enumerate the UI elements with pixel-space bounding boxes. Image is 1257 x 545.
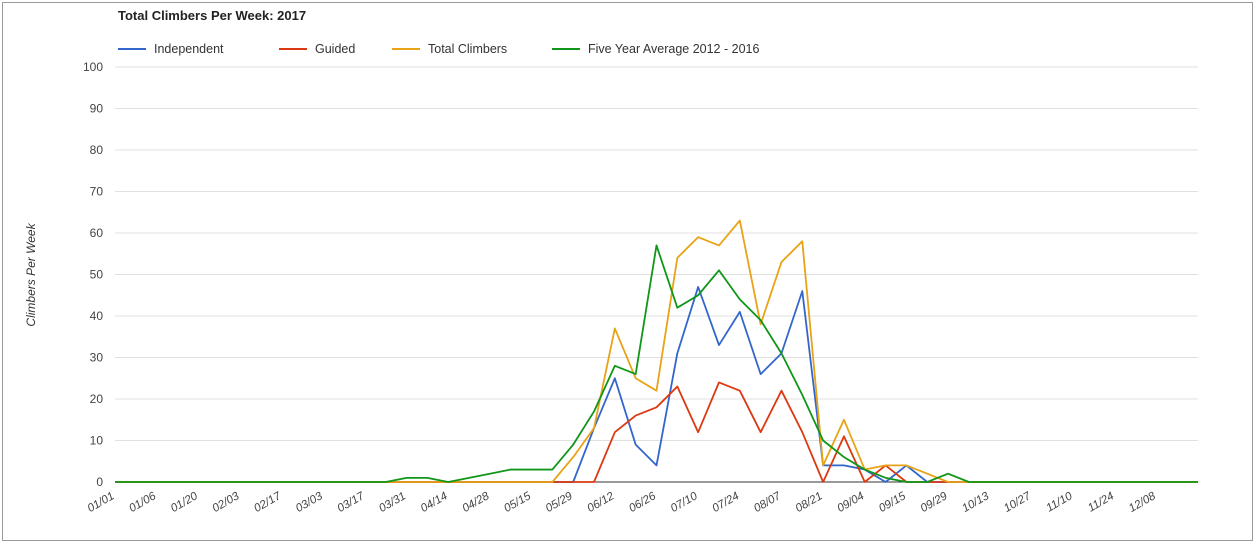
- x-tick-label: 12/08: [1127, 490, 1158, 515]
- x-tick-label: 03/03: [294, 490, 325, 515]
- x-tick-label: 01/01: [86, 490, 117, 515]
- y-axis-label: Climbers Per Week: [24, 222, 38, 326]
- x-tick-label: 06/12: [585, 490, 616, 515]
- series-line-1: [115, 381, 1198, 483]
- y-tick-label: 30: [90, 351, 104, 365]
- gridlines: [115, 66, 1198, 483]
- y-tick-label: 40: [90, 309, 104, 323]
- x-tick-label: 09/29: [919, 490, 950, 515]
- x-tick-label: 10/27: [1002, 490, 1033, 515]
- y-tick-label: 20: [90, 392, 104, 406]
- x-tick-label: 01/06: [127, 490, 158, 515]
- y-tick-label: 10: [90, 434, 104, 448]
- x-axis-ticks: 01/01 01/06 01/20 02/03 02/17 03/03 03/17 03/31…: [86, 490, 1159, 515]
- y-axis-ticks: 0 10 20 30 40 50 60 70 80 90 100: [83, 60, 103, 489]
- chart-title: Total Climbers Per Week: 2017: [118, 8, 306, 23]
- x-tick-label: 02/17: [252, 490, 283, 515]
- y-tick-label: 60: [90, 226, 104, 240]
- x-tick-label: 04/28: [460, 490, 491, 515]
- x-tick-label: 04/14: [419, 490, 450, 515]
- x-tick-label: 03/31: [377, 490, 408, 515]
- x-tick-label: 10/13: [960, 490, 991, 515]
- x-tick-label: 07/24: [710, 490, 741, 515]
- y-tick-label: 70: [90, 185, 104, 199]
- x-tick-label: 05/15: [502, 490, 533, 515]
- x-tick-label: 07/10: [669, 490, 700, 515]
- x-tick-label: 09/15: [877, 490, 908, 515]
- y-tick-label: 100: [83, 60, 103, 74]
- legend-label: Five Year Average 2012 - 2016: [588, 42, 759, 56]
- legend-label: Total Climbers: [428, 42, 507, 56]
- x-tick-label: 11/24: [1086, 490, 1116, 514]
- series-lines: [115, 219, 1198, 483]
- legend-label: Independent: [154, 42, 224, 56]
- y-tick-label: 80: [90, 143, 104, 157]
- x-tick-label: 03/17: [335, 490, 366, 515]
- y-tick-label: 0: [96, 475, 103, 489]
- x-tick-label: 09/04: [835, 490, 866, 515]
- x-tick-label: 06/26: [627, 490, 658, 515]
- legend-label: Guided: [315, 42, 355, 56]
- x-tick-label: 05/29: [544, 490, 575, 515]
- series-line-2: [115, 219, 1198, 483]
- y-tick-label: 90: [90, 102, 104, 116]
- x-tick-label: 11/10: [1044, 490, 1075, 515]
- x-tick-label: 08/07: [752, 490, 783, 515]
- y-tick-label: 50: [90, 268, 104, 282]
- legend: Independent Guided Total Climbers Five Year…: [118, 42, 759, 56]
- x-tick-label: 02/03: [211, 490, 242, 515]
- x-tick-label: 08/21: [794, 490, 825, 515]
- series-line-3: [115, 244, 1198, 483]
- x-tick-label: 01/20: [169, 490, 200, 515]
